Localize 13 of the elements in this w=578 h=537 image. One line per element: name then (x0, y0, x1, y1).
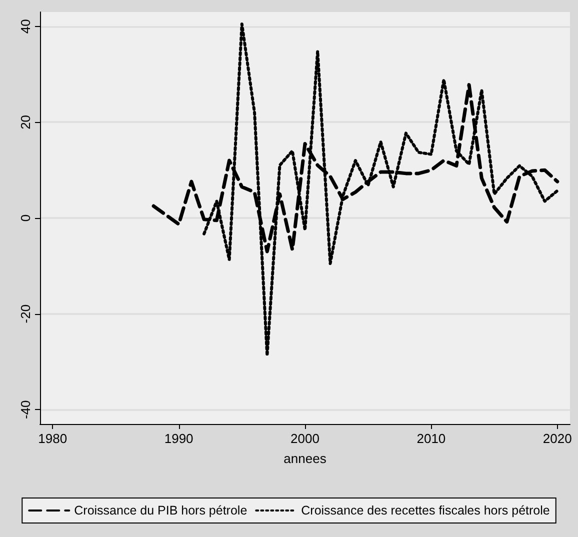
x-tick-label: 2010 (416, 431, 446, 446)
x-tick-label: 1980 (38, 431, 68, 446)
y-tick-label: -40 (18, 400, 33, 420)
y-tick-label: 40 (18, 19, 33, 34)
y-tick-label: 0 (18, 214, 33, 222)
x-tick-label: 2020 (542, 431, 572, 446)
y-tick-label: 20 (18, 114, 33, 130)
legend-label: Croissance du PIB hors pétrole (74, 504, 248, 518)
x-axis-title: annees (284, 451, 327, 466)
x-tick-label: 1990 (164, 431, 194, 446)
y-tick-label: -20 (18, 304, 33, 324)
x-tick-label: 2000 (290, 431, 320, 446)
legend-label: Croissance des recettes fiscales hors pétrole (301, 504, 550, 518)
